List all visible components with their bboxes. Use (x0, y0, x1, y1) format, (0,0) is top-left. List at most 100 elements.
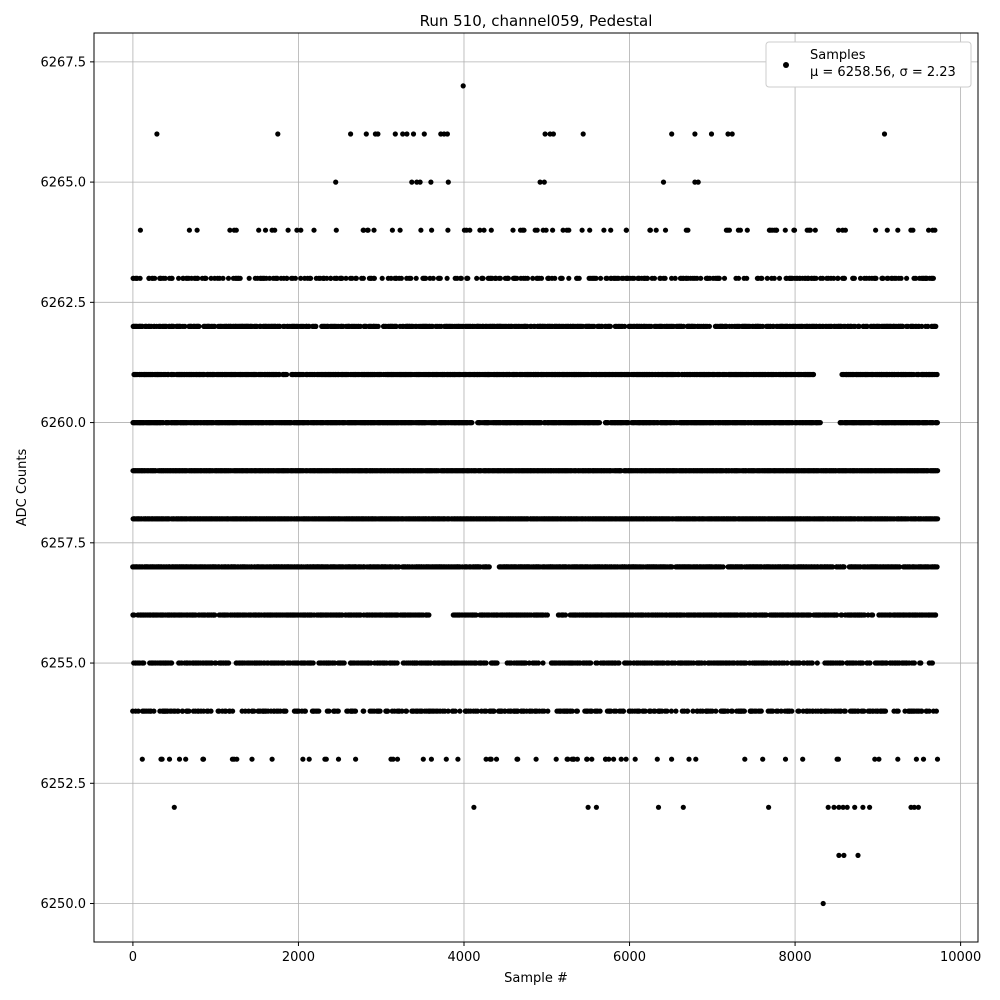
data-point (589, 756, 595, 762)
data-point (743, 660, 749, 666)
data-point (335, 756, 342, 762)
data-point (588, 660, 594, 666)
data-point (729, 708, 735, 714)
data-point (911, 660, 918, 666)
data-point (230, 708, 236, 714)
data-point (300, 756, 306, 762)
data-point (673, 708, 679, 714)
data-point (763, 612, 769, 618)
data-point (926, 708, 932, 714)
data-point (800, 756, 806, 762)
data-point (457, 708, 463, 714)
data-point (569, 708, 575, 714)
data-point (685, 708, 691, 714)
data-point (483, 708, 489, 714)
data-point (544, 612, 551, 618)
data-point (139, 756, 145, 762)
data-point (175, 708, 181, 714)
data-point (741, 708, 748, 714)
data-point (597, 708, 603, 714)
data-point (483, 756, 489, 762)
data-point (166, 756, 173, 762)
data-point (668, 708, 675, 714)
data-point (725, 708, 731, 714)
data-point (709, 708, 715, 714)
data-point (574, 708, 581, 714)
data-point (913, 756, 920, 762)
data-point (473, 612, 479, 618)
data-point (841, 564, 847, 570)
data-point (842, 708, 848, 714)
data-point (839, 660, 846, 666)
data-point (186, 708, 192, 714)
data-point (169, 660, 175, 666)
data-point (428, 756, 434, 762)
data-point (758, 708, 764, 714)
data-point (934, 756, 941, 762)
data-point (835, 756, 842, 762)
data-point (720, 564, 726, 570)
data-point (541, 708, 547, 714)
data-point (515, 756, 521, 762)
data-point (693, 756, 699, 762)
data-point (933, 708, 940, 714)
data-point (212, 612, 218, 618)
data-point (584, 756, 590, 762)
data-point (475, 708, 481, 714)
data-point (426, 612, 432, 618)
data-point (151, 708, 157, 714)
data-point (760, 756, 766, 762)
data-point (920, 756, 927, 762)
data-point (686, 756, 692, 762)
data-point (399, 708, 405, 714)
data-point (632, 756, 638, 762)
data-point (934, 564, 940, 570)
data-point (493, 756, 500, 762)
data-point (494, 660, 500, 666)
data-point (618, 756, 624, 762)
data-point (341, 660, 347, 666)
data-point (642, 708, 648, 714)
data-point (623, 756, 629, 762)
data-point (443, 756, 449, 762)
data-point (488, 756, 494, 762)
data-point (483, 660, 489, 666)
data-point (796, 708, 802, 714)
data-point (807, 612, 813, 618)
data-point (385, 708, 391, 714)
data-point (283, 708, 289, 714)
data-point (368, 660, 374, 666)
data-point (179, 708, 186, 714)
data-point (323, 756, 329, 762)
data-point (872, 756, 878, 762)
data-point (141, 660, 147, 666)
data-point (269, 756, 275, 762)
data-point (860, 660, 866, 666)
data-point (895, 756, 901, 762)
data-point (895, 708, 901, 714)
data-point (159, 756, 165, 762)
data-point (469, 420, 475, 426)
data-point (789, 708, 795, 714)
data-point (565, 756, 571, 762)
data-point (935, 516, 941, 522)
data-point (176, 756, 183, 762)
data-point (616, 660, 622, 666)
data-point (664, 708, 670, 714)
data-point (394, 756, 401, 762)
data-point (594, 660, 600, 666)
data-point (545, 708, 551, 714)
data-point (131, 612, 137, 618)
data-point (606, 756, 612, 762)
data-points (130, 83, 941, 907)
data-point (933, 612, 939, 618)
data-point (611, 756, 617, 762)
data-point (782, 756, 789, 762)
data-point (778, 708, 784, 714)
data-point (306, 756, 312, 762)
data-point (669, 756, 675, 762)
data-point (445, 708, 451, 714)
data-point (251, 708, 257, 714)
